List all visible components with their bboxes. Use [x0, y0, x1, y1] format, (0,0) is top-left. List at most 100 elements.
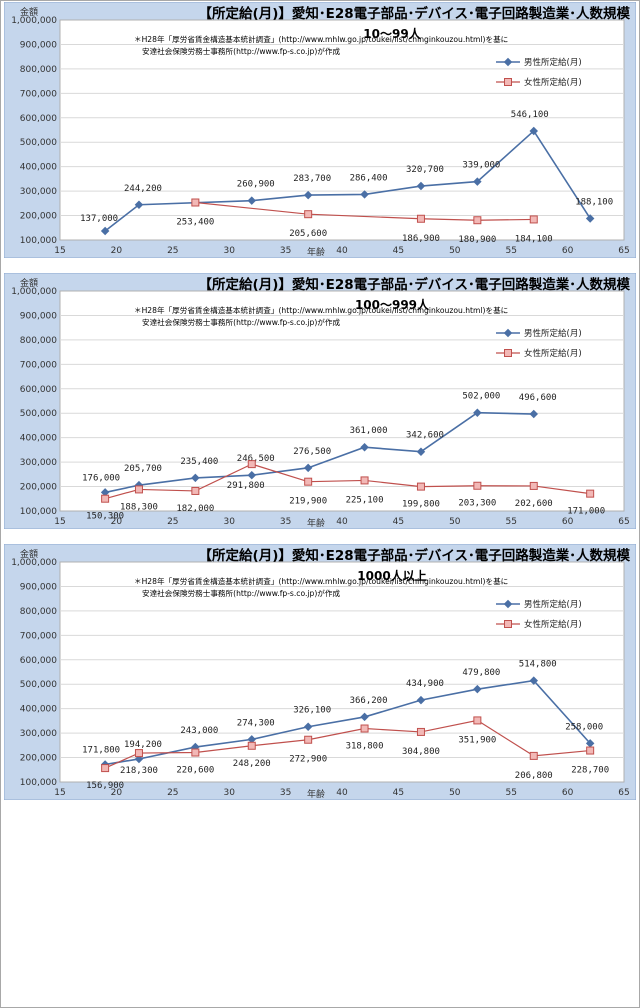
y-axis-label: 金額: [20, 548, 38, 560]
y-tick-label: 700,000: [20, 631, 57, 641]
x-tick-label: 50: [449, 246, 461, 256]
plot-area: [59, 290, 625, 512]
x-tick-label: 25: [167, 788, 178, 798]
female-data-point: [529, 215, 538, 224]
source-note-line-1: ＊H28年「厚労省賃金構造基本統計調査」(http://www.mhlw.go.…: [134, 34, 508, 44]
female-data-point: [586, 746, 595, 755]
female-data-point: [191, 748, 200, 757]
x-tick-label: 15: [54, 246, 65, 256]
y-tick-label: 600,000: [20, 114, 57, 124]
male-data-label: 243,000: [180, 726, 218, 736]
legend-male-marker: [503, 57, 513, 67]
female-data-label: 150,300: [86, 512, 124, 522]
male-data-point: [100, 226, 110, 236]
male-data-point: [360, 442, 369, 452]
male-data-label: 320,700: [406, 165, 444, 175]
female-data-label: 202,600: [515, 499, 553, 509]
chart-subtitle: 10～99人: [363, 26, 421, 41]
female-data-label: 219,900: [289, 497, 327, 507]
male-data-point: [303, 463, 313, 473]
female-data-point: [416, 482, 425, 491]
x-tick-label: 65: [618, 788, 629, 798]
male-data-label: 496,600: [519, 393, 557, 403]
y-tick-label: 100,000: [20, 778, 57, 788]
legend-female-marker: [504, 78, 512, 86]
female-data-point: [529, 751, 538, 760]
y-tick-label: 200,000: [20, 754, 57, 764]
female-data-label: 184,100: [515, 234, 553, 244]
y-tick-label: 500,000: [20, 138, 57, 148]
male-data-point: [247, 470, 257, 480]
chart-subtitle: 100～999人: [355, 297, 430, 312]
female-data-point: [473, 216, 482, 225]
x-tick-label: 30: [223, 788, 235, 798]
male-data-label: 286,400: [350, 173, 388, 183]
x-tick-label: 45: [393, 517, 404, 527]
male-data-label: 244,200: [124, 184, 162, 194]
male-data-label: 137,000: [80, 214, 118, 224]
female-data-label: 272,900: [289, 755, 327, 765]
male-data-point: [473, 408, 482, 417]
male-data-label: 366,200: [350, 696, 388, 706]
male-data-point: [247, 196, 257, 205]
y-tick-label: 800,000: [20, 607, 57, 617]
male-data-point: [416, 447, 426, 456]
female-data-point: [416, 214, 425, 223]
female-data-label: 218,300: [120, 766, 158, 776]
y-tick-label: 700,000: [20, 360, 57, 370]
male-data-label: 546,100: [511, 110, 549, 120]
legend: 男性所定給(月) 女性所定給(月): [496, 57, 582, 88]
male-data-label: 235,400: [180, 457, 218, 467]
x-tick-label: 40: [336, 246, 348, 256]
legend-female-label: 女性所定給(月): [524, 619, 582, 630]
male-data-label: 258,000: [565, 722, 603, 732]
y-tick-label: 700,000: [20, 89, 57, 99]
x-tick-label: 65: [618, 517, 629, 527]
plot-area: [59, 19, 625, 241]
chart-subtitle: 1000人以上: [357, 568, 426, 583]
x-tick-label: 30: [223, 517, 235, 527]
male-data-point: [247, 735, 257, 744]
female-data-label: 186,900: [402, 234, 440, 244]
legend-female-label: 女性所定給(月): [524, 348, 582, 359]
y-axis-label: 金額: [20, 277, 38, 289]
male-data-label: 260,900: [237, 180, 275, 190]
x-tick-label: 25: [167, 246, 178, 256]
female-data-point: [586, 489, 595, 498]
x-tick-label: 20: [111, 246, 123, 256]
x-tick-label: 60: [562, 788, 574, 798]
female-data-point: [416, 727, 425, 736]
x-tick-label: 65: [618, 246, 629, 256]
female-data-point: [134, 485, 143, 494]
x-tick-label: 55: [505, 788, 516, 798]
legend-male-marker: [503, 328, 513, 338]
legend-male-label: 男性所定給(月): [524, 57, 582, 68]
female-data-label: 203,300: [458, 499, 496, 509]
male-data-label: 176,000: [82, 473, 120, 483]
female-data-point: [247, 741, 256, 750]
x-tick-label: 20: [111, 788, 123, 798]
y-tick-label: 300,000: [20, 458, 57, 468]
female-data-label: 199,800: [402, 500, 440, 510]
y-tick-label: 100,000: [20, 507, 57, 517]
x-axis-label: 年齢: [307, 788, 325, 800]
male-data-label: 339,000: [462, 161, 500, 171]
female-data-point: [191, 198, 200, 207]
female-data-label: 351,900: [458, 735, 496, 745]
x-tick-label: 30: [223, 246, 235, 256]
y-tick-label: 400,000: [20, 705, 57, 715]
female-data-label: 156,900: [86, 781, 124, 791]
x-tick-label: 35: [280, 246, 291, 256]
source-note-line-2: 安達社会保険労務士事務所(http://www.fp-s.co.jp)が作成: [142, 317, 340, 327]
plot-area: [59, 561, 625, 783]
x-tick-label: 35: [280, 517, 291, 527]
y-tick-label: 400,000: [20, 163, 57, 173]
male-data-label: 205,700: [124, 464, 162, 474]
female-data-label: 171,000: [567, 507, 605, 517]
x-tick-label: 35: [280, 788, 291, 798]
x-tick-label: 50: [449, 788, 461, 798]
female-data-point: [134, 749, 143, 758]
x-tick-label: 40: [336, 517, 348, 527]
x-tick-label: 25: [167, 517, 178, 527]
male-data-point: [416, 181, 426, 191]
